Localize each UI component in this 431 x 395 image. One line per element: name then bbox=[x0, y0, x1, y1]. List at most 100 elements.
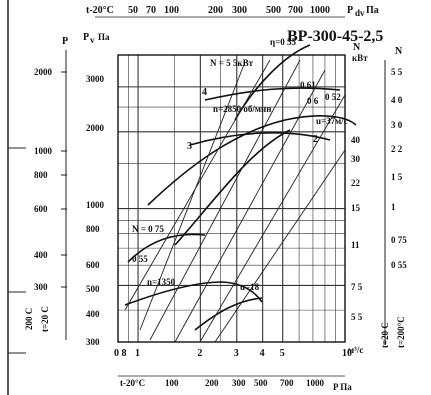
bottom-scale-ticks: 100 200 300 500 700 1000 bbox=[165, 378, 325, 388]
right-n-tick-0: 40 bbox=[351, 135, 361, 145]
annotation-rpm: n=2850 об/мин bbox=[213, 104, 271, 114]
left-axis-pv-unit: Па bbox=[98, 32, 110, 42]
system-line-2 bbox=[199, 94, 346, 343]
annotation-eff-3: 0 6 bbox=[307, 96, 319, 106]
left-p-tick-1: 1000 bbox=[34, 146, 53, 156]
right-axis-n-ticks: 40 30 22 15 11 7 5 5 5 bbox=[351, 135, 363, 322]
left-axis-pv-sub: v bbox=[90, 35, 95, 45]
bottom-scale-unit: P Па bbox=[333, 382, 352, 392]
annotation-n: N = 5 5кВт bbox=[210, 58, 254, 68]
annotation-eff-4: 0 52 bbox=[325, 92, 341, 102]
bottom-scale-label: t-20°C bbox=[120, 378, 145, 388]
annotation-eff-low: 0 55 bbox=[132, 254, 148, 264]
bottom-tick-3: 500 bbox=[254, 378, 268, 388]
right-n-tick-1: 30 bbox=[351, 154, 361, 164]
top-scale: t-20°C 50 70 100 200 300 500 700 1000 P dv Па bbox=[86, 5, 379, 18]
right-n2-tick-1: 4 0 bbox=[391, 95, 403, 105]
left-pv-tick-2: 1000 bbox=[86, 200, 105, 210]
bottom-tick-2: 300 bbox=[232, 378, 246, 388]
system-line-0 bbox=[149, 59, 301, 341]
chart-grid bbox=[117, 54, 346, 343]
right-axis-n2-label: N bbox=[395, 46, 403, 57]
left-axis-p-ticks: 2000 1000 800 600 400 300 bbox=[34, 50, 67, 340]
x-tick-2: 2 bbox=[197, 348, 202, 359]
right-n2-tick-7: 0 55 bbox=[391, 260, 407, 270]
x-axis-ticks: 0 8 1 2 3 4 5 10 bbox=[114, 348, 352, 359]
left-p-tick-4: 400 bbox=[34, 250, 48, 260]
bottom-scale: t-20°C 100 200 300 500 700 1000 P Па bbox=[118, 375, 352, 392]
right-n2-tick-2: 3 0 bbox=[391, 120, 403, 130]
curve-pressure-2850-b bbox=[174, 129, 291, 246]
top-tick-4: 300 bbox=[232, 5, 247, 16]
right-axis-n-label: N bbox=[353, 42, 361, 53]
right-axis-n2-ticks: 5 5 4 0 3 0 2 2 1 5 1 0 75 0 55 bbox=[384, 60, 407, 345]
system-line-4 bbox=[214, 149, 346, 343]
annotation-rpm-low: n=1350 bbox=[147, 277, 176, 287]
top-scale-unit: P bbox=[347, 5, 353, 16]
x-tick-3: 3 bbox=[234, 348, 239, 359]
top-tick-1: 70 bbox=[146, 5, 156, 16]
chart-title: ВР-300-45-2,5 bbox=[287, 28, 383, 45]
plot-frame bbox=[117, 54, 346, 343]
system-line-3 bbox=[124, 59, 271, 311]
curve-4 bbox=[204, 87, 341, 101]
right-n-tick-5: 7 5 bbox=[351, 282, 363, 292]
top-scale-label: t-20°C bbox=[86, 5, 114, 16]
annotation-speed-low: u=18 bbox=[240, 282, 260, 292]
top-tick-5: 500 bbox=[266, 5, 281, 16]
top-tick-7: 1000 bbox=[310, 5, 330, 16]
x-tick-5: 5 bbox=[280, 348, 285, 359]
top-tick-2: 100 bbox=[164, 5, 179, 16]
left-temp-label-2: t=20 С bbox=[40, 306, 50, 332]
curve-3 bbox=[189, 132, 331, 146]
right-temp-label-1: t=20 С bbox=[380, 322, 390, 348]
left-pv-tick-5: 500 bbox=[86, 284, 100, 294]
left-pv-tick-7: 300 bbox=[86, 337, 100, 347]
x-axis-unit: м³/с bbox=[348, 345, 363, 355]
bottom-tick-1: 200 bbox=[205, 378, 219, 388]
left-temp-label-1: 200 С bbox=[24, 308, 34, 330]
curve-pressure-1350 bbox=[124, 281, 263, 306]
x-tick-1: 1 bbox=[135, 348, 140, 359]
top-scale-unit-tail: Па bbox=[366, 5, 379, 16]
curve-power-low bbox=[194, 297, 263, 331]
left-p-tick-2: 800 bbox=[34, 170, 48, 180]
annotation-n075: N = 0 75 bbox=[132, 224, 164, 234]
annotation-curve-4: 4 bbox=[202, 87, 207, 98]
left-axis-pv-label: P bbox=[83, 32, 89, 43]
left-p-tick-3: 600 bbox=[34, 204, 48, 214]
right-n-tick-4: 11 bbox=[351, 240, 360, 250]
x-tick-4: 4 bbox=[260, 348, 265, 359]
top-tick-0: 50 bbox=[128, 5, 138, 16]
x-tick-0: 0 8 bbox=[114, 348, 127, 359]
right-n2-tick-4: 1 5 bbox=[391, 172, 403, 182]
bottom-tick-0: 100 bbox=[165, 378, 179, 388]
right-n-tick-6: 5 5 bbox=[351, 312, 363, 322]
annotation-eff-2: 0 61 bbox=[300, 80, 316, 90]
system-line-5 bbox=[139, 61, 246, 331]
left-pv-tick-6: 400 bbox=[86, 309, 100, 319]
curve-eff-lower bbox=[127, 233, 206, 263]
annotation-curve-3: 3 bbox=[187, 141, 192, 152]
left-pv-tick-1: 2000 bbox=[86, 123, 105, 133]
annotation-eff-1: η=0 55 bbox=[270, 37, 296, 47]
annotation-curve-2: 2 bbox=[313, 134, 318, 145]
system-lines bbox=[124, 59, 346, 343]
left-pv-tick-4: 600 bbox=[86, 260, 100, 270]
right-n2-tick-0: 5 5 bbox=[391, 67, 403, 77]
right-n2-tick-3: 2 2 bbox=[391, 144, 403, 154]
left-axis-p-label: P bbox=[62, 36, 68, 47]
annotation-speed: u=37м/с bbox=[316, 116, 348, 126]
right-axis-n-unit: кВт bbox=[352, 53, 368, 63]
top-scale-unit-sub: dv bbox=[355, 8, 365, 18]
right-n-tick-3: 15 bbox=[351, 203, 361, 213]
top-tick-6: 700 bbox=[288, 5, 303, 16]
system-line-1 bbox=[174, 69, 326, 343]
left-p-tick-5: 300 bbox=[34, 282, 48, 292]
right-n2-tick-5: 1 bbox=[391, 202, 396, 212]
right-temp-label-2: t=200°С bbox=[396, 316, 406, 348]
bottom-tick-4: 700 bbox=[280, 378, 294, 388]
curve-pressure-2850 bbox=[147, 115, 357, 206]
right-n2-tick-6: 0 75 bbox=[391, 235, 407, 245]
